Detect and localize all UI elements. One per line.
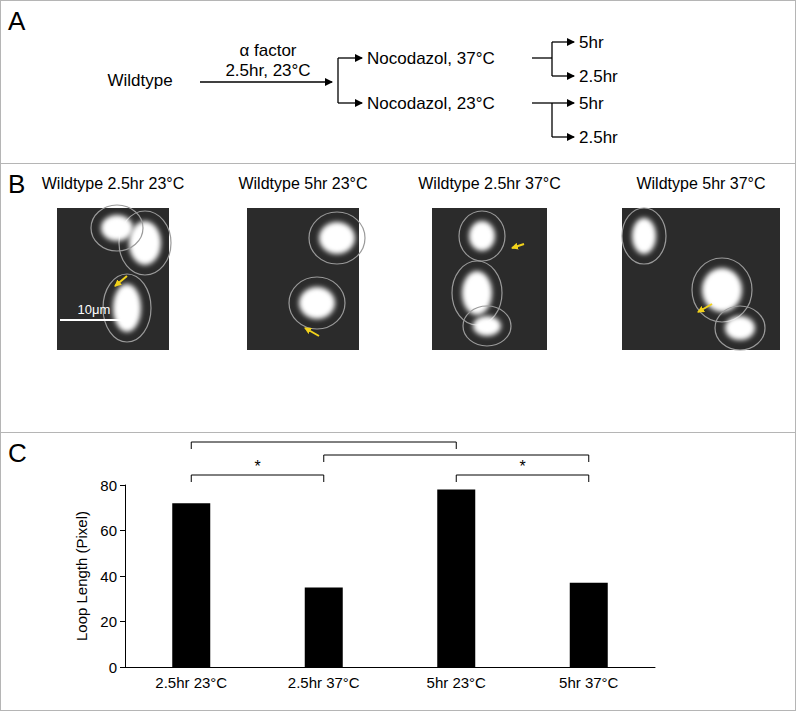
svg-text:0: 0 [109, 659, 117, 676]
svg-text:80: 80 [100, 477, 117, 494]
svg-text:2.5hr 37°C: 2.5hr 37°C [288, 674, 360, 691]
svg-text:60: 60 [100, 522, 117, 539]
svg-text:2.5hr: 2.5hr [579, 67, 618, 86]
svg-text:Wildtype 2.5hr 37°C: Wildtype 2.5hr 37°C [418, 175, 560, 192]
svg-text:C: C [8, 438, 27, 468]
svg-text:10μm: 10μm [78, 302, 111, 317]
svg-text:5hr 23°C: 5hr 23°C [427, 674, 487, 691]
svg-text:Nocodazol, 23°C: Nocodazol, 23°C [367, 94, 495, 113]
svg-text:2.5hr: 2.5hr [579, 128, 618, 147]
svg-text:*: * [519, 458, 525, 475]
svg-text:*: * [254, 458, 260, 475]
svg-text:5hr 37°C: 5hr 37°C [559, 674, 619, 691]
svg-text:Wildtype 5hr 23°C: Wildtype 5hr 23°C [238, 175, 367, 192]
svg-text:2.5hr, 23°C: 2.5hr, 23°C [225, 61, 310, 80]
svg-text:40: 40 [100, 568, 117, 585]
svg-text:5hr: 5hr [579, 33, 604, 52]
svg-text:Wildtype: Wildtype [107, 71, 172, 90]
svg-text:20: 20 [100, 613, 117, 630]
svg-text:Wildtype 2.5hr 23°C: Wildtype 2.5hr 23°C [42, 175, 184, 192]
svg-text:5hr: 5hr [579, 94, 604, 113]
svg-text:α factor: α factor [239, 41, 296, 60]
svg-text:Nocodazol, 37°C: Nocodazol, 37°C [367, 49, 495, 68]
svg-text:2.5hr 23°C: 2.5hr 23°C [155, 674, 227, 691]
svg-text:A: A [8, 6, 26, 36]
svg-text:B: B [8, 169, 25, 199]
svg-text:Wildtype 5hr 37°C: Wildtype 5hr 37°C [636, 175, 765, 192]
svg-text:Loop Length (Pixel): Loop Length (Pixel) [73, 511, 90, 641]
